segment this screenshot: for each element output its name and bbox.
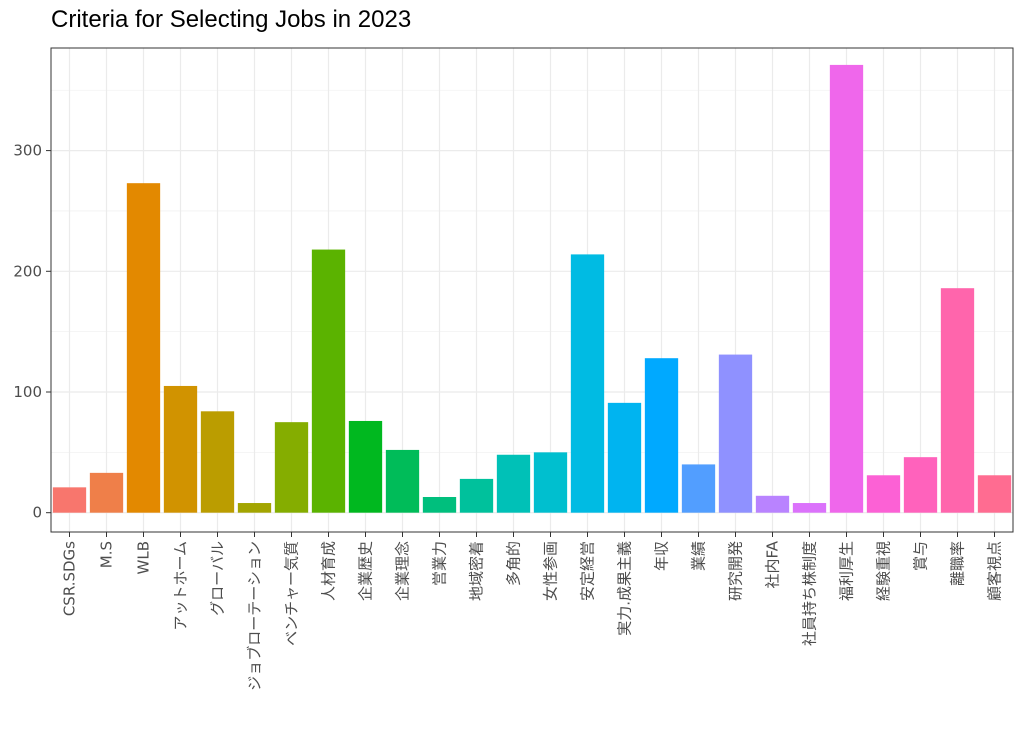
- bar: [348, 420, 383, 513]
- bar: [940, 288, 975, 513]
- y-tick-label: 100: [13, 383, 42, 401]
- bar: [607, 402, 642, 513]
- x-tick-label: 地域密着: [468, 541, 486, 601]
- bar: [792, 503, 827, 513]
- bar: [570, 254, 605, 513]
- x-tick-label: 経験重視: [875, 541, 893, 601]
- x-tick-label: 企業理念: [394, 541, 412, 601]
- bar: [89, 472, 124, 513]
- x-tick-label: 人材育成: [320, 541, 338, 601]
- x-tick-label: 業績: [690, 541, 708, 571]
- bar: [422, 496, 457, 513]
- bar: [681, 464, 716, 513]
- y-tick-label: 300: [13, 142, 42, 160]
- bar: [644, 358, 679, 513]
- x-tick-label: 研究開発: [727, 541, 745, 601]
- panel-border: [50, 47, 1014, 533]
- y-tick-label: 0: [32, 504, 42, 522]
- x-tick-label: 営業力: [431, 541, 449, 586]
- x-tick-label: 女性参画: [542, 541, 560, 601]
- x-tick-label: WLB: [135, 541, 153, 574]
- bar: [52, 487, 87, 513]
- bar-layer: [52, 64, 1012, 513]
- x-tick-label: 顧客視点: [986, 541, 1004, 601]
- bar: [903, 457, 938, 513]
- x-tick-label: 実力.成果主義: [616, 541, 634, 636]
- chart-title: Criteria for Selecting Jobs in 2023: [51, 6, 412, 33]
- x-tick-label: 離職率: [949, 541, 967, 586]
- x-tick-label: アットホーム: [172, 541, 190, 631]
- x-tick-label: 多角的: [505, 541, 523, 586]
- x-tick-label: 社内FA: [764, 540, 782, 588]
- bar: [829, 64, 864, 513]
- x-tick-label: 福利厚生: [838, 541, 856, 601]
- bar: [237, 503, 272, 513]
- bar: [311, 249, 346, 513]
- bar: [200, 411, 235, 513]
- bar: [718, 354, 753, 513]
- bar: [866, 475, 901, 513]
- x-tick-label: M.S: [98, 541, 116, 568]
- x-tick-label: 安定経営: [579, 541, 597, 601]
- x-tick-label: 賞与: [912, 541, 930, 571]
- bar: [977, 475, 1012, 513]
- x-tick-label: 年収: [653, 541, 671, 571]
- bar: [163, 385, 198, 513]
- bar: [496, 454, 531, 513]
- bar: [459, 478, 494, 513]
- x-tick-label: ジョブローテーション: [246, 541, 264, 691]
- bar: [126, 183, 161, 513]
- x-tick-label: ベンチャー気質: [283, 541, 301, 646]
- y-tick-label: 200: [13, 262, 42, 280]
- x-tick-label: グローバル: [209, 541, 227, 616]
- x-tick-label: 社員持ち株制度: [801, 541, 819, 646]
- bar: [755, 495, 790, 513]
- bar: [274, 422, 309, 513]
- x-tick-label: 企業歴史: [357, 541, 375, 601]
- bar: [385, 449, 420, 513]
- x-tick-label: CSR.SDGs: [61, 541, 79, 616]
- axis-layer: 0 100 200 300 CSR.SDGs M.S WLB アットホーム グローバル ジョブロー…: [13, 142, 1003, 691]
- bar: [533, 452, 568, 513]
